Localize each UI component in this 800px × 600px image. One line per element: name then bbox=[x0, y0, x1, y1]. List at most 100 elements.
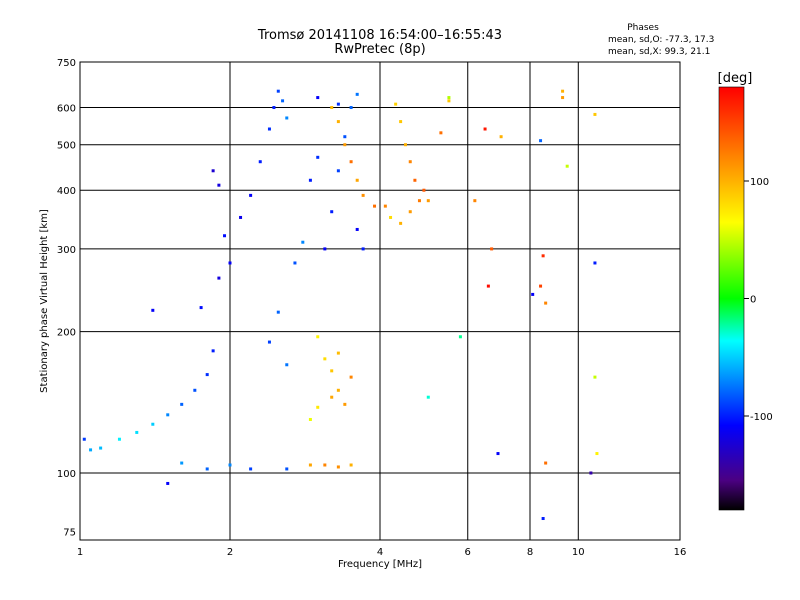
data-point bbox=[426, 199, 430, 203]
data-point bbox=[99, 446, 103, 450]
data-point bbox=[205, 373, 209, 377]
data-point bbox=[593, 112, 597, 116]
data-point bbox=[193, 388, 197, 392]
data-point bbox=[561, 96, 565, 100]
data-point bbox=[285, 363, 289, 367]
data-point bbox=[496, 452, 500, 456]
data-point bbox=[544, 301, 548, 305]
data-point bbox=[272, 106, 276, 110]
data-point bbox=[403, 143, 407, 147]
y-tick-label: 300 bbox=[57, 245, 76, 256]
data-point bbox=[447, 99, 451, 103]
data-point bbox=[89, 448, 93, 452]
colorbar bbox=[718, 86, 745, 511]
x-axis-ticks: 1 2 4 6 8 10 16 bbox=[77, 547, 687, 558]
y-tick-label: 100 bbox=[57, 469, 76, 480]
data-point bbox=[394, 102, 398, 106]
data-point bbox=[336, 120, 340, 124]
data-point bbox=[281, 99, 285, 103]
x-axis-label: Frequency [MHz] bbox=[338, 559, 422, 570]
data-point bbox=[316, 335, 320, 339]
grid-lines bbox=[80, 62, 680, 540]
data-point bbox=[211, 349, 215, 353]
chart-title: Tromsø 20141108 16:54:00–16:55:43 bbox=[257, 28, 502, 43]
data-point bbox=[285, 116, 289, 120]
data-point bbox=[336, 465, 340, 469]
data-point bbox=[439, 131, 443, 135]
data-point bbox=[151, 422, 155, 426]
data-point bbox=[593, 375, 597, 379]
data-point bbox=[316, 155, 320, 159]
data-point bbox=[249, 193, 253, 197]
data-point bbox=[408, 160, 412, 164]
chart-subtitle: RwPretec (8p) bbox=[334, 42, 425, 57]
data-point bbox=[330, 369, 334, 373]
x-tick-label: 16 bbox=[674, 547, 687, 558]
data-point bbox=[544, 461, 548, 465]
data-point bbox=[349, 160, 353, 164]
data-point bbox=[217, 276, 221, 280]
y-tick-label: 200 bbox=[57, 328, 76, 339]
colorbar-ticks: 100 0 -100 bbox=[744, 177, 773, 423]
data-point bbox=[426, 395, 430, 399]
data-point bbox=[458, 335, 462, 339]
data-point bbox=[373, 204, 377, 208]
data-point bbox=[589, 471, 593, 475]
data-point bbox=[383, 204, 387, 208]
data-point bbox=[336, 351, 340, 355]
data-point bbox=[361, 193, 365, 197]
data-point bbox=[199, 306, 203, 310]
x-tick-label: 10 bbox=[572, 547, 585, 558]
data-point bbox=[330, 210, 334, 214]
data-point bbox=[323, 247, 327, 251]
data-point bbox=[211, 169, 215, 173]
data-point bbox=[308, 463, 312, 467]
data-point bbox=[561, 89, 565, 93]
data-point bbox=[135, 430, 139, 434]
y-tick-label: 600 bbox=[57, 104, 76, 115]
data-point bbox=[293, 261, 297, 265]
data-point bbox=[276, 310, 280, 314]
data-point bbox=[413, 178, 417, 182]
data-point bbox=[355, 227, 359, 231]
x-tick-label: 8 bbox=[527, 547, 533, 558]
y-tick-label: 750 bbox=[57, 58, 76, 69]
data-point bbox=[399, 120, 403, 124]
data-point bbox=[330, 106, 334, 110]
data-point bbox=[82, 437, 86, 441]
data-point bbox=[276, 89, 280, 93]
data-point bbox=[223, 234, 227, 238]
data-point bbox=[343, 135, 347, 139]
data-point bbox=[593, 261, 597, 265]
data-point bbox=[180, 461, 184, 465]
data-point bbox=[361, 247, 365, 251]
stats-x-line: mean, sd,X: 99.3, 21.1 bbox=[608, 47, 710, 57]
data-point bbox=[205, 467, 209, 471]
data-point bbox=[301, 240, 305, 244]
data-point bbox=[541, 517, 545, 521]
data-point bbox=[180, 402, 184, 406]
y-tick-label: 400 bbox=[57, 186, 76, 197]
data-point bbox=[308, 178, 312, 182]
data-point bbox=[486, 284, 490, 288]
data-point bbox=[330, 395, 334, 399]
data-point bbox=[539, 284, 543, 288]
data-point bbox=[447, 96, 451, 100]
data-point bbox=[249, 467, 253, 471]
data-point bbox=[285, 467, 289, 471]
colorbar-tick-label: 0 bbox=[750, 295, 756, 306]
data-points bbox=[82, 89, 599, 521]
data-point bbox=[239, 215, 243, 219]
data-point bbox=[336, 388, 340, 392]
data-point bbox=[565, 164, 569, 168]
data-point bbox=[541, 254, 545, 258]
x-tick-label: 1 bbox=[77, 547, 83, 558]
data-point bbox=[308, 417, 312, 421]
data-point bbox=[228, 261, 232, 265]
data-point bbox=[531, 292, 535, 296]
y-axis-ticks: 75 100 200 300 400 500 600 750 bbox=[57, 58, 76, 539]
data-point bbox=[323, 357, 327, 361]
plot-frame bbox=[79, 61, 681, 541]
stats-o-line: mean, sd,O: -77.3, 17.3 bbox=[608, 35, 714, 45]
